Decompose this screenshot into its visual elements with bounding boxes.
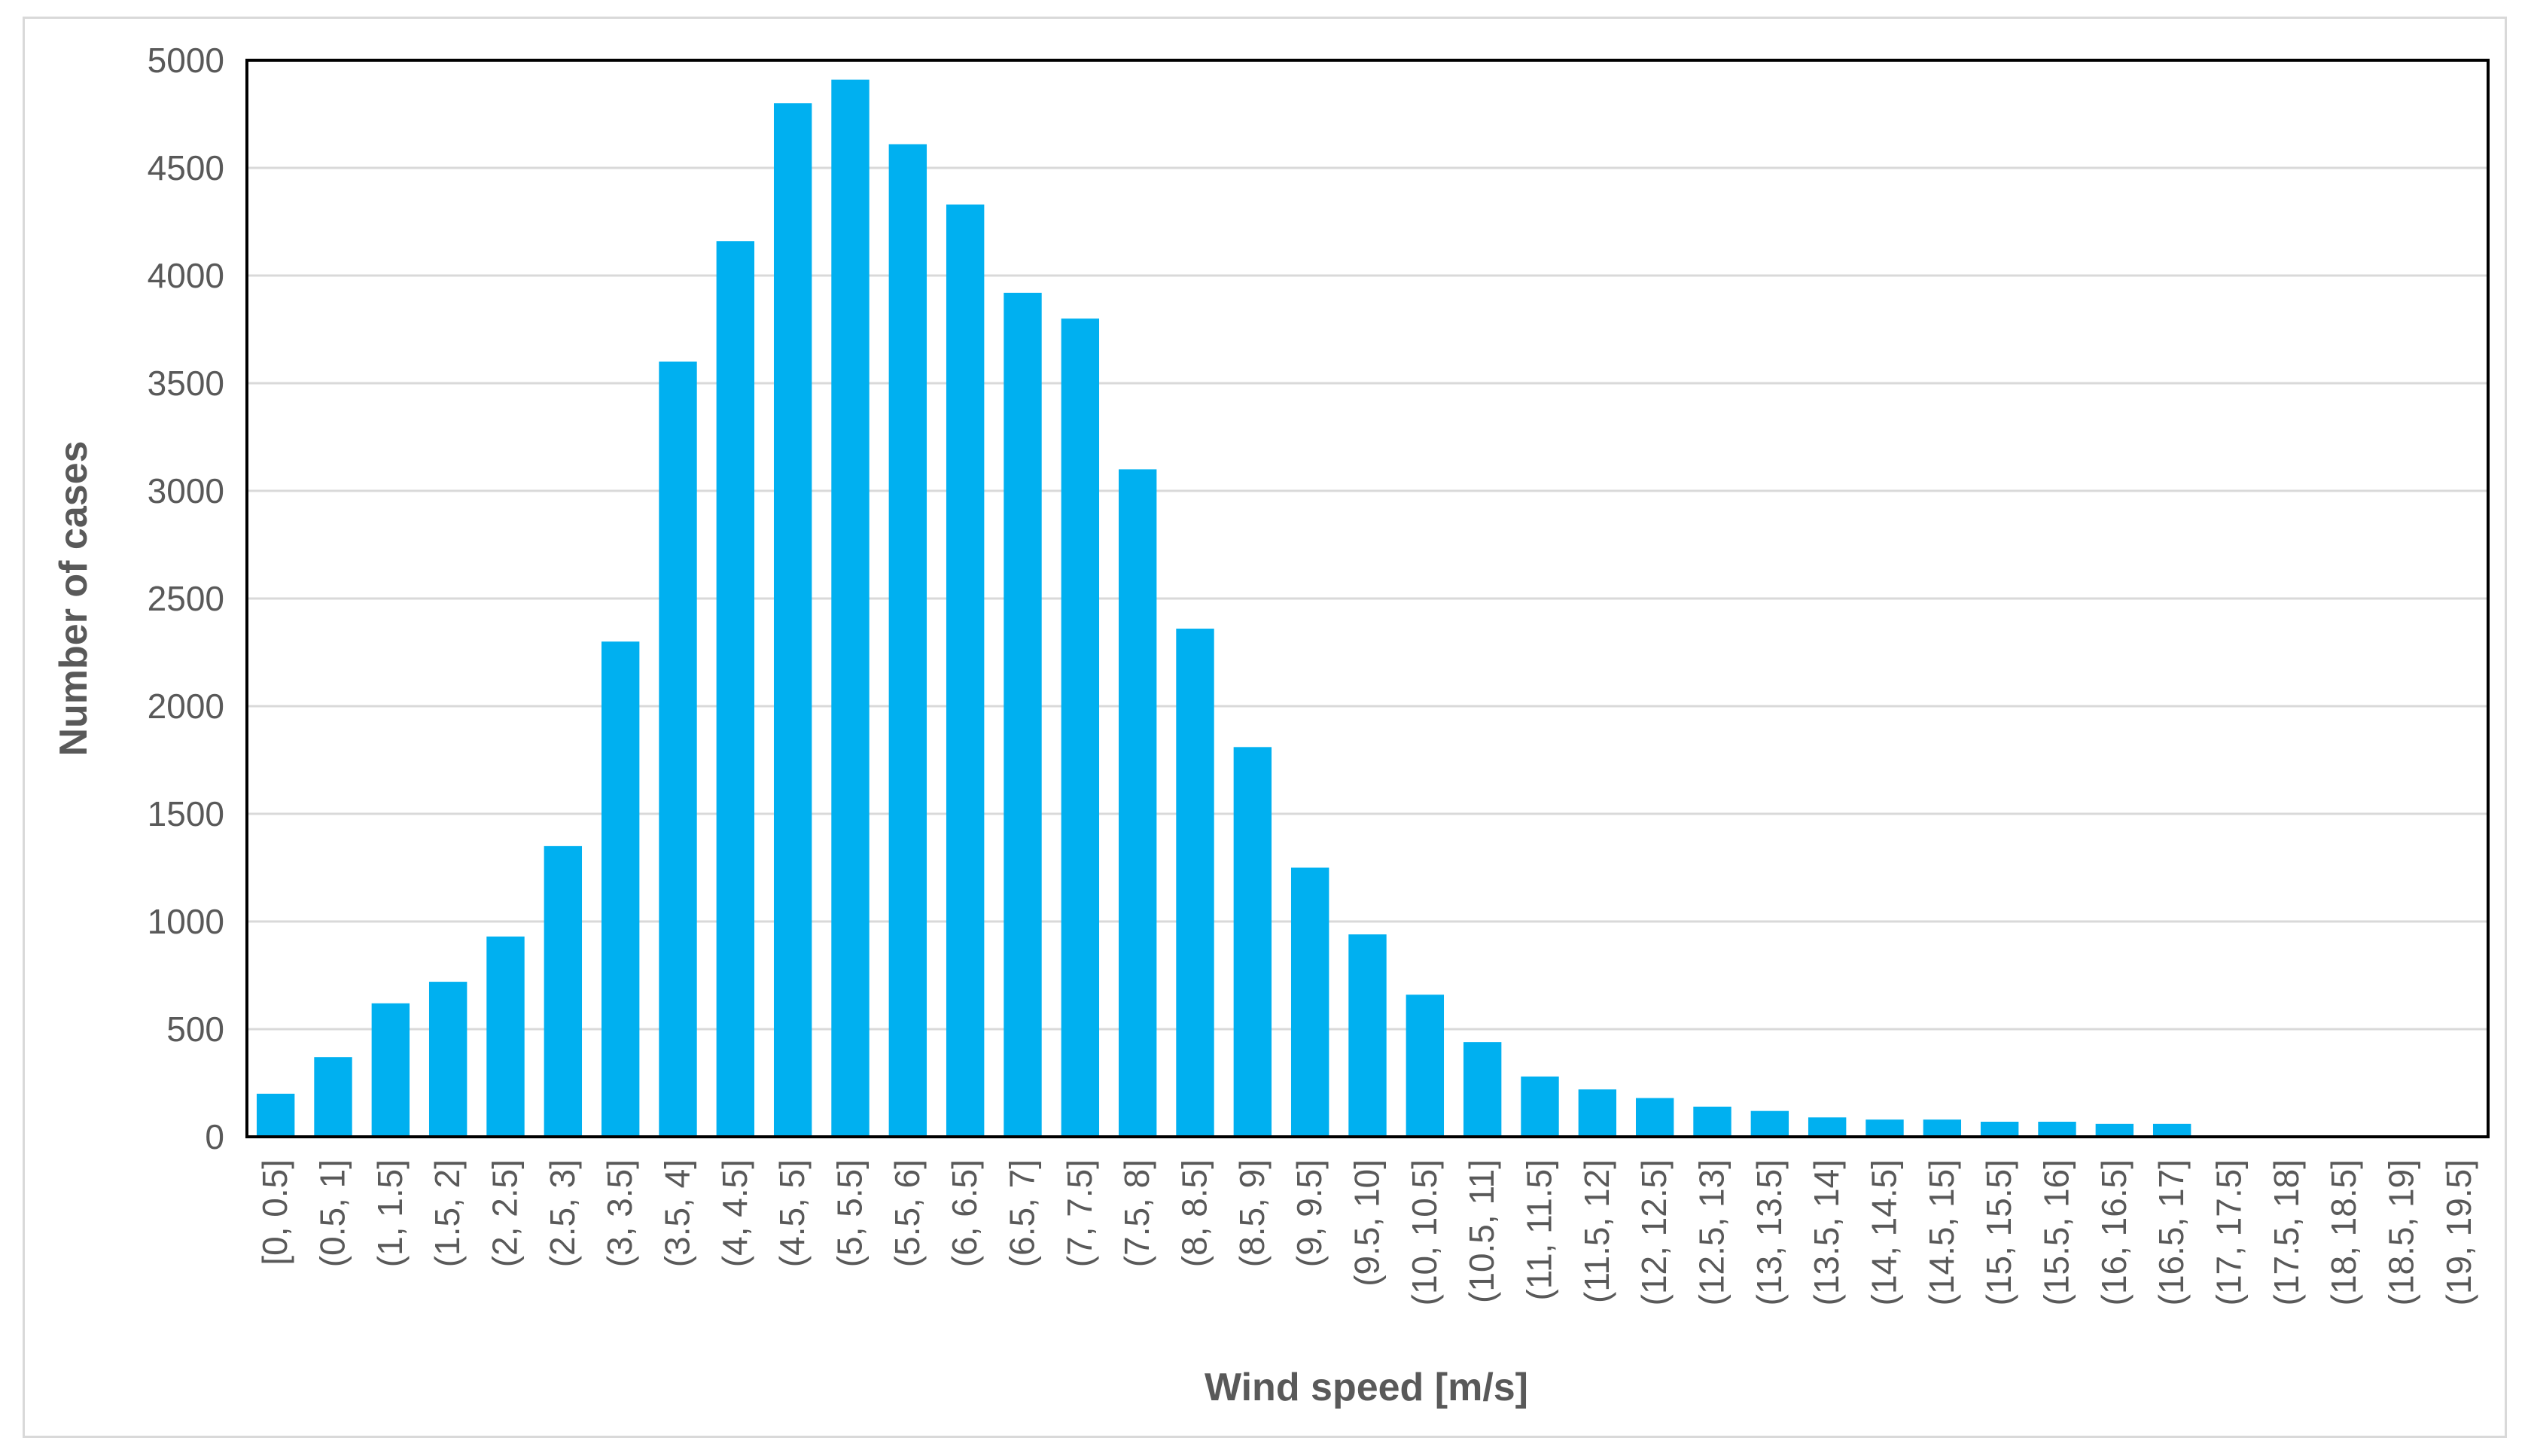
bar [1980, 1121, 2019, 1137]
bar [1463, 1042, 1502, 1137]
y-tick-label: 500 [166, 1010, 224, 1049]
x-tick-label: (13, 13.5] [1750, 1159, 1789, 1305]
x-tick-label: (12, 12.5] [1634, 1159, 1674, 1305]
bar [659, 361, 697, 1137]
x-tick-label: (0.5, 1] [313, 1159, 352, 1267]
x-tick-label: (8, 8.5] [1175, 1159, 1214, 1267]
bar [256, 1093, 295, 1137]
bar [1061, 318, 1100, 1138]
y-tick-labels: 0 500 1000 1500 2000 2500 3000 3500 4000 4500 5000 [148, 41, 224, 1156]
x-tick-label: (7, 7.5] [1060, 1159, 1099, 1267]
bar [1290, 867, 1329, 1137]
bar [2095, 1123, 2134, 1137]
x-tick-label: (19, 19.5] [2439, 1159, 2478, 1305]
bar [1635, 1098, 1674, 1137]
bar [1750, 1110, 1789, 1137]
x-tick-label: (17, 17.5] [2210, 1159, 2249, 1305]
x-tick-label: (9, 9.5] [1290, 1159, 1329, 1267]
x-tick-label: (3, 3.5] [600, 1159, 639, 1267]
x-tick-label: (8.5, 9] [1232, 1159, 1272, 1267]
plot-border [245, 59, 2490, 1138]
x-tick-label: (5, 5.5] [830, 1159, 870, 1267]
x-tick-label: (16.5, 17] [2152, 1159, 2191, 1305]
bar [716, 241, 755, 1137]
y-tick-label: 4000 [148, 256, 224, 295]
bar [314, 1057, 352, 1137]
y-tick-label: 3500 [148, 364, 224, 403]
y-tick-label: 2500 [148, 579, 224, 618]
y-tick-label: 2000 [148, 687, 224, 726]
x-tick-label: (7.5, 8] [1117, 1159, 1156, 1267]
x-tick-label: (16, 16.5] [2094, 1159, 2134, 1305]
bar [428, 982, 468, 1137]
bar [1118, 469, 1157, 1137]
y-axis-title: Number of cases [52, 440, 96, 756]
x-tick-label: (6.5, 7] [1003, 1159, 1042, 1267]
bar [1808, 1117, 1847, 1137]
x-tick-label: (18, 18.5] [2324, 1159, 2363, 1305]
y-tick-label: 1500 [148, 794, 224, 833]
x-tick-label: (5.5, 6] [888, 1159, 927, 1267]
bar [773, 103, 812, 1138]
x-tick-label: (18.5, 19] [2382, 1159, 2421, 1305]
bar [1176, 629, 1214, 1137]
x-tick-label: (11, 11.5] [1520, 1159, 1559, 1301]
x-tick-label: (15, 15.5] [1979, 1159, 2018, 1305]
x-tick-labels: [0, 0.5] (0.5, 1] (1, 1.5] (1.5, 2] (2, 2.5]… [255, 1159, 2478, 1305]
x-tick-label: (3.5, 4] [658, 1159, 697, 1267]
bars [256, 79, 2191, 1138]
x-axis-title: Wind speed [m/s] [1205, 1366, 1528, 1409]
bar [601, 641, 640, 1137]
y-tick-label: 0 [205, 1117, 224, 1156]
x-tick-label: (9.5, 10] [1348, 1159, 1387, 1287]
x-tick-label: (1.5, 2] [428, 1159, 467, 1267]
gridlines [247, 166, 2488, 1031]
x-tick-label: (14, 14.5] [1865, 1159, 1904, 1305]
bar [888, 144, 927, 1137]
bar [1521, 1076, 1559, 1137]
bar [544, 845, 583, 1137]
x-tick-label: (12.5, 13] [1692, 1159, 1731, 1305]
x-tick-label: (15.5, 16] [2037, 1159, 2076, 1305]
y-tick-label: 3000 [148, 471, 224, 510]
bar [486, 937, 525, 1137]
x-tick-label: (14.5, 15] [1922, 1159, 1961, 1305]
bar [946, 204, 985, 1137]
x-tick-label: (10.5, 11] [1462, 1159, 1501, 1303]
chart-frame [23, 17, 2507, 1438]
bar [1578, 1089, 1617, 1137]
x-tick-label: (11.5, 12] [1577, 1159, 1616, 1303]
bar [371, 1003, 410, 1137]
x-tick-label: (6, 6.5] [945, 1159, 984, 1267]
x-tick-label: [0, 0.5] [255, 1159, 294, 1266]
x-tick-label: (17.5, 18] [2267, 1159, 2306, 1305]
bar [1406, 995, 1445, 1137]
bar [1348, 934, 1387, 1137]
bar [1233, 747, 1272, 1137]
bar [831, 79, 870, 1138]
y-tick-label: 1000 [148, 902, 224, 941]
x-tick-label: (13.5, 14] [1807, 1159, 1846, 1305]
bar [2038, 1121, 2076, 1137]
x-tick-label: (10, 10.5] [1405, 1159, 1444, 1305]
y-tick-label: 5000 [148, 41, 224, 80]
x-tick-label: (4.5, 5] [772, 1159, 812, 1267]
bar [2152, 1123, 2191, 1137]
x-tick-label: (2.5, 3] [543, 1159, 582, 1267]
x-tick-label: (2, 2.5] [486, 1159, 525, 1267]
bar [1923, 1119, 1962, 1137]
bar [1693, 1106, 1731, 1137]
bar [1866, 1119, 1904, 1137]
bar [1004, 292, 1042, 1137]
x-tick-label: (1, 1.5] [370, 1159, 410, 1267]
x-tick-label: (4, 4.5] [715, 1159, 754, 1267]
y-tick-label: 4500 [148, 148, 224, 187]
